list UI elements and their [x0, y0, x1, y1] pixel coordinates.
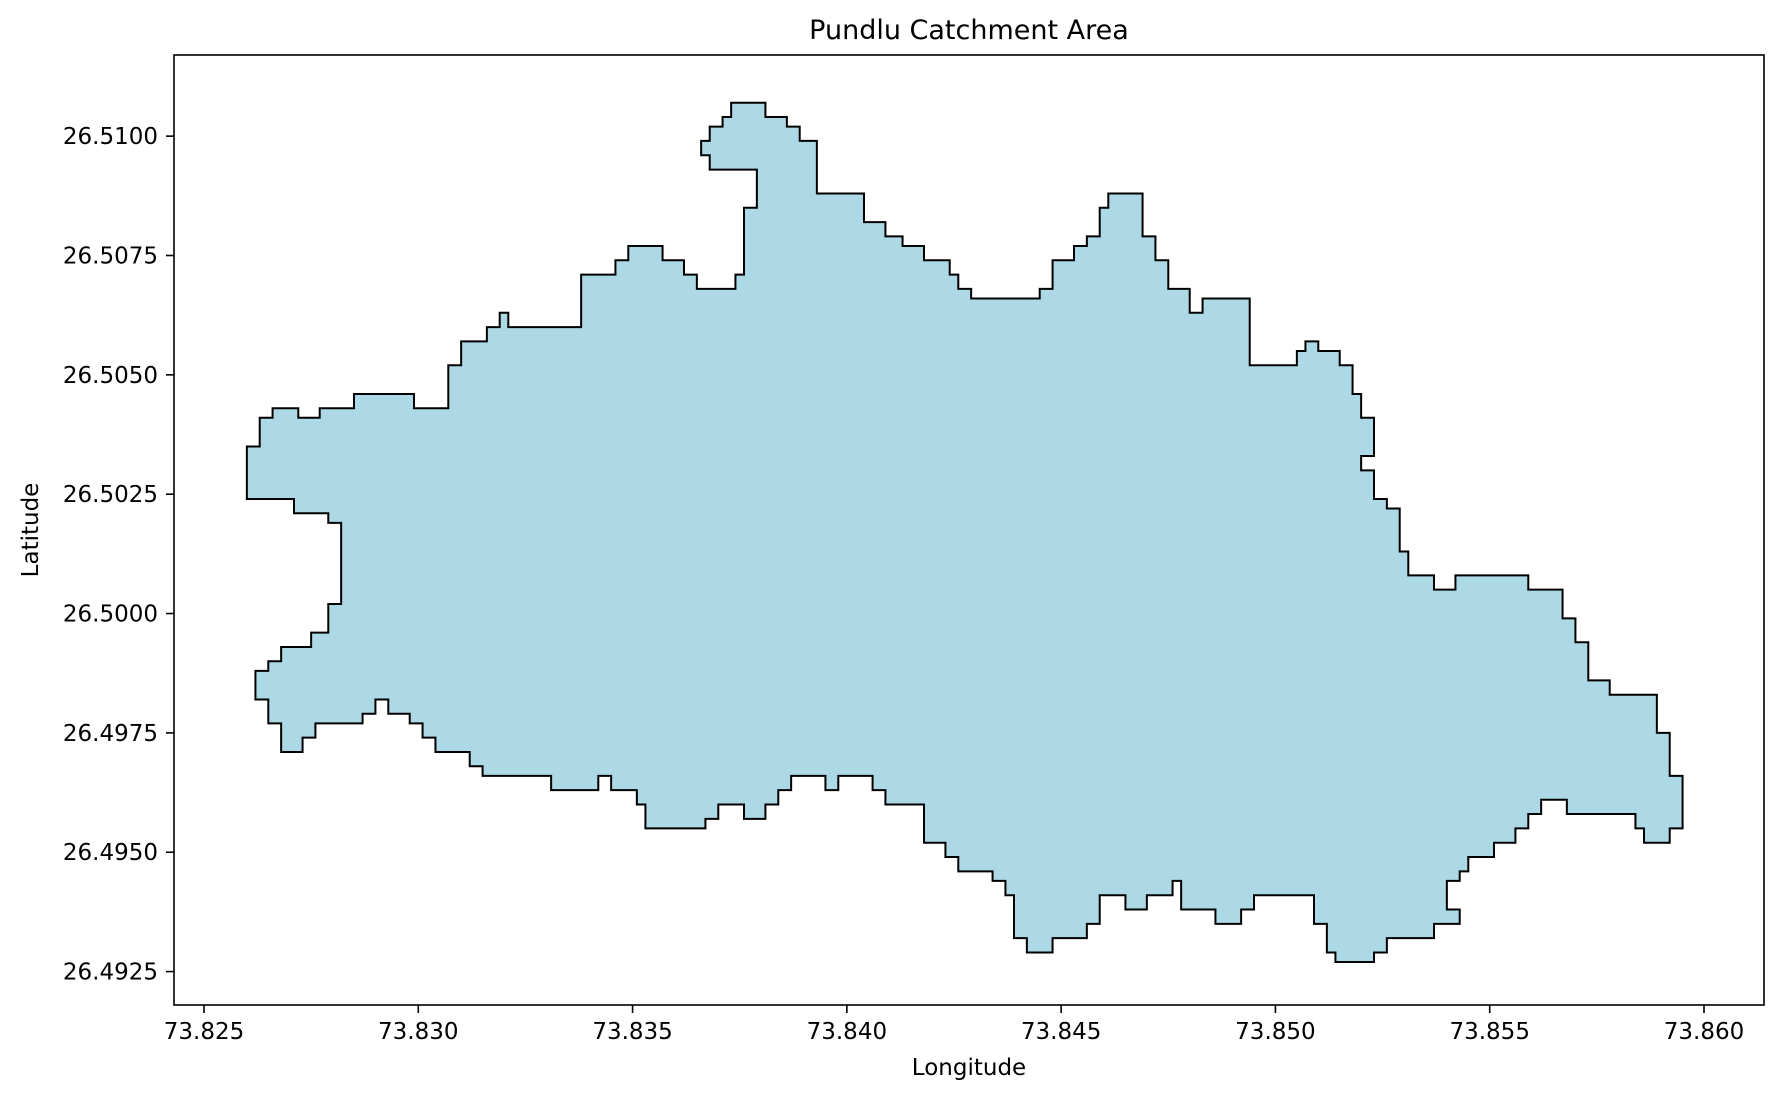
x-axis-label: Longitude — [912, 1055, 1026, 1081]
chart-title: Pundlu Catchment Area — [809, 15, 1129, 46]
x-tick-label: 73.840 — [807, 1019, 887, 1045]
x-tick-label: 73.855 — [1449, 1019, 1529, 1045]
x-tick-label: 73.830 — [378, 1019, 458, 1045]
y-tick-label: 26.4950 — [63, 840, 158, 866]
y-tick-label: 26.5025 — [63, 482, 158, 508]
x-axis: 73.825 73.830 73.835 73.840 73.845 73.850 73.8… — [164, 1005, 1744, 1045]
x-tick-label: 73.825 — [164, 1019, 244, 1045]
y-tick-label: 26.5000 — [63, 602, 158, 628]
y-tick-label: 26.5100 — [63, 124, 158, 150]
y-tick-label: 26.4925 — [63, 960, 158, 986]
y-tick-label: 26.5075 — [63, 244, 158, 270]
x-tick-label: 73.860 — [1664, 1019, 1744, 1045]
catchment-polygon — [245, 101, 1684, 964]
axes-frame — [173, 54, 1765, 1006]
y-tick-label: 26.5050 — [63, 363, 158, 389]
y-axis: 26.4925 26.4950 26.4975 26.5000 26.5025 26.50… — [63, 124, 174, 986]
y-axis-label: Latitude — [18, 483, 44, 578]
x-tick-label: 73.835 — [592, 1019, 672, 1045]
plot-area — [173, 54, 1765, 1006]
x-tick-label: 73.845 — [1021, 1019, 1101, 1045]
y-tick-label: 26.4975 — [63, 721, 158, 747]
x-tick-label: 73.850 — [1235, 1019, 1315, 1045]
